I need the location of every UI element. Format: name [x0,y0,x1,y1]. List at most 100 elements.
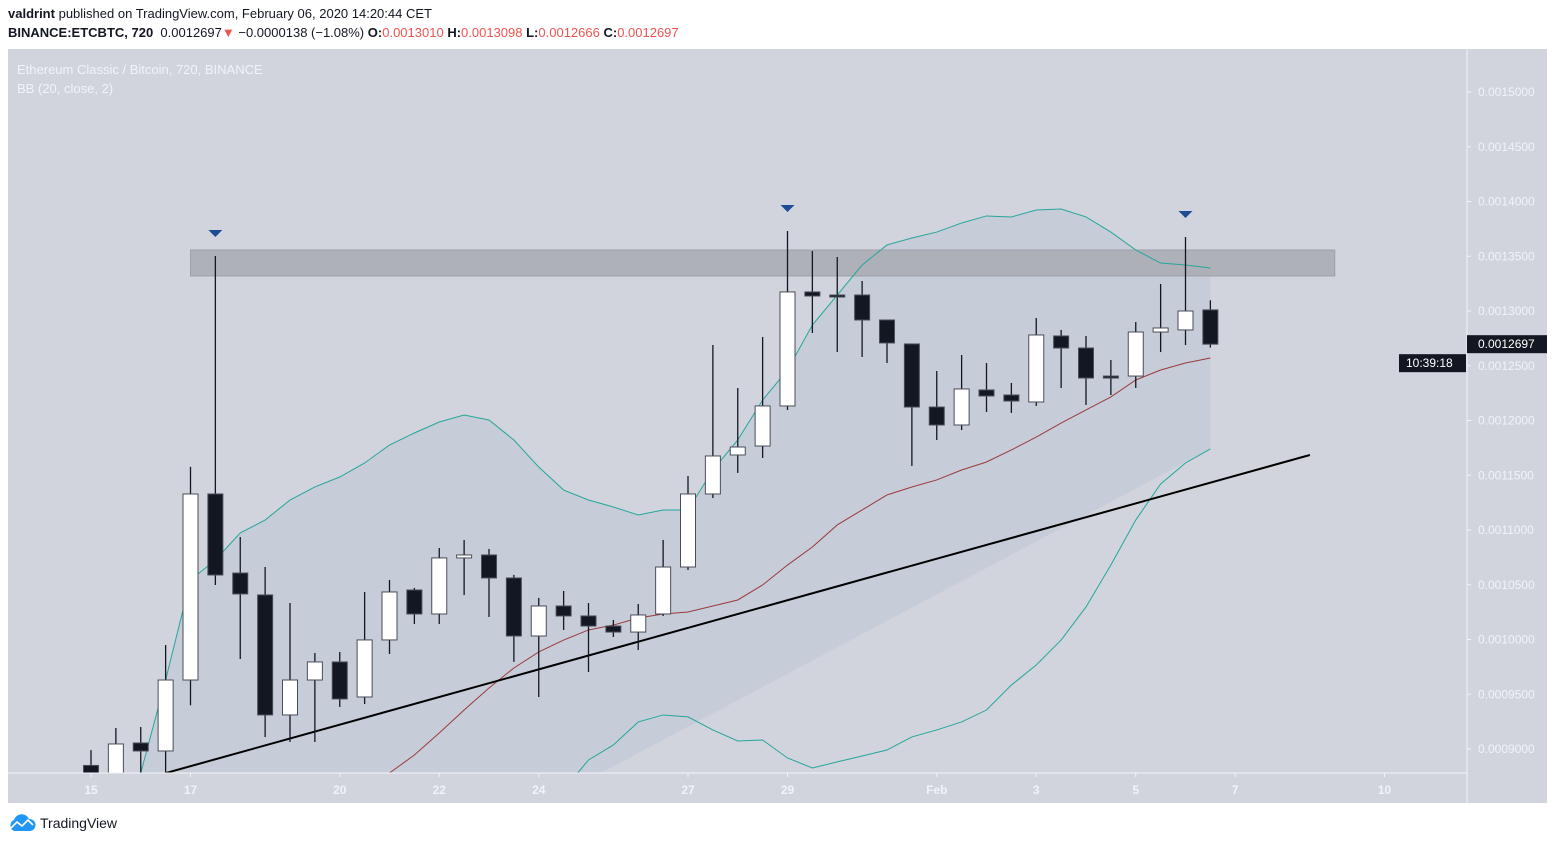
author[interactable]: valdrint [8,6,55,21]
x-tick-label: 29 [781,783,795,797]
candle [431,547,448,624]
y-tick-label: 0.0013500 [1478,249,1535,263]
candle-body [754,405,771,447]
candle-body [306,661,323,681]
countdown-label: 10:39:18 [1406,356,1453,370]
y-tick-label: 0.0014000 [1478,195,1535,209]
candle-body [406,589,423,615]
candle-body [655,566,672,615]
candle [953,355,970,431]
candle [754,336,771,458]
candle [903,343,920,466]
brand-name: TradingView [40,815,118,831]
candle [306,652,323,742]
arrow-down-icon [208,230,223,238]
y-tick-label: 0.0013000 [1478,304,1535,318]
candle [456,539,473,596]
candle-body [605,625,622,633]
candle [107,727,124,773]
candle-body [1003,394,1020,402]
y-tick-label: 0.0012500 [1478,359,1535,373]
x-tick-label: 17 [184,783,198,797]
open-label: O: [367,25,383,40]
candle [505,574,522,662]
candle-body [1078,347,1094,379]
candle [356,591,373,704]
candle [406,587,423,624]
candle-body [1202,309,1219,345]
candle [680,476,696,570]
x-tick-label: 24 [532,783,546,797]
cloud-icon [10,814,36,831]
candle [854,280,871,357]
y-tick-label: 0.0010500 [1478,578,1535,592]
candle [331,651,348,707]
publish-info: valdrint published on TradingView.com, F… [8,6,432,21]
candle [1177,236,1194,346]
candle-body [132,742,149,752]
candle-body [257,594,274,716]
candle-body [729,446,746,456]
candle-body [1053,335,1070,349]
y-tick-label: 0.0011000 [1478,523,1534,537]
x-tick-label: 5 [1132,783,1139,797]
y-tick-label: 0.0012000 [1478,414,1535,428]
candle [207,256,224,585]
close-value: 0.0012697 [617,25,679,40]
candle [829,257,846,352]
candle [1078,335,1094,405]
candle-body [854,294,871,321]
candle [729,387,746,473]
candle-body [704,455,721,495]
candle-body [282,679,298,716]
candle-body [505,577,522,637]
tradingview-logo: TradingView [8,814,117,832]
bollinger-band-fill [140,209,1211,773]
candle [978,363,995,412]
candle-body [978,389,995,397]
high-label: H: [447,25,462,40]
candle-body [680,493,696,568]
close-label: C: [603,25,618,40]
candle [1003,382,1020,413]
low-label: L: [526,25,539,40]
arrow-down-icon [780,204,795,212]
low-value: 0.0012666 [538,25,600,40]
candle [83,750,99,773]
candle-body [903,343,920,408]
open-value: 0.0013010 [382,25,444,40]
candle-body [1127,331,1144,377]
candle-body [804,291,821,297]
candle [530,597,547,697]
y-tick-label: 0.0009500 [1478,687,1535,701]
candle [1152,283,1169,353]
candle [928,371,945,440]
candle-body [1152,327,1169,333]
symbol: BINANCE:ETCBTC, 720 [8,25,154,40]
x-tick-label: 15 [84,783,98,797]
candle-body [107,743,124,773]
y-tick-label: 0.0010000 [1478,633,1535,647]
candle-body [456,554,473,559]
x-tick-label: 27 [681,783,695,797]
down-triangle-icon: ▼ [221,25,235,40]
candle-body [953,388,970,426]
last-price: 0.0012697 [160,25,222,40]
candle-body [928,406,945,426]
change: −0.0000138 (−1.08%) [238,25,365,40]
candle-body [157,679,174,752]
published-text: published on TradingView.com, February 0… [58,6,432,21]
candle [282,603,298,742]
candle [704,344,721,499]
candle [804,250,821,334]
high-value: 0.0013098 [461,25,523,40]
legend-indicator[interactable]: BB (20, close, 2) [17,81,114,96]
candle-body [1177,310,1194,331]
candle-body [829,294,846,298]
trendline [165,454,1311,773]
candle [555,590,572,630]
candle-body [580,615,597,627]
candle-body [331,661,348,700]
candle [630,604,647,651]
